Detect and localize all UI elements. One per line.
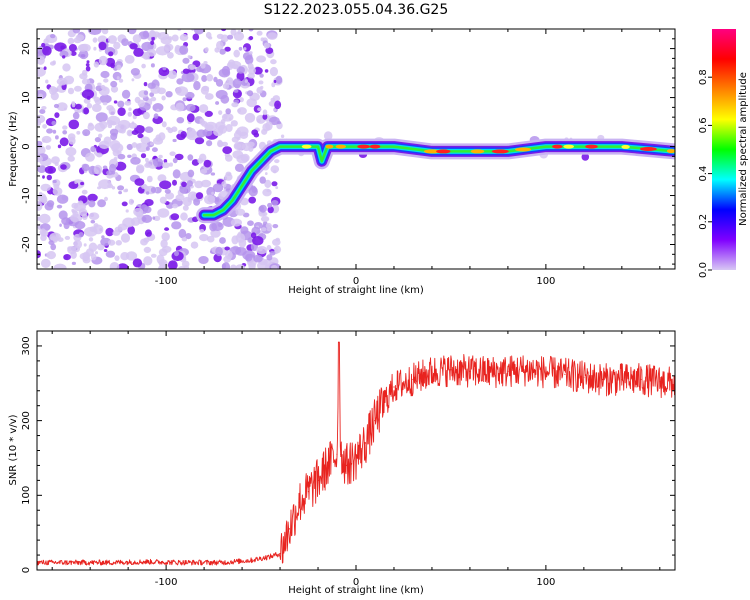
snr-point xyxy=(659,381,661,383)
snr-point xyxy=(488,371,490,373)
snr-point xyxy=(640,378,642,381)
snr-point xyxy=(270,556,272,558)
snr-point xyxy=(336,453,338,455)
snr-point xyxy=(545,371,547,373)
snr-point xyxy=(621,378,623,381)
snr-point xyxy=(298,502,300,504)
snr-point xyxy=(450,369,452,371)
snr-point xyxy=(393,386,395,388)
spectrogram-frame xyxy=(36,28,676,270)
snr-point xyxy=(564,373,566,375)
snr-y-tick-label: 100 xyxy=(21,486,32,505)
snr-point xyxy=(338,341,340,343)
spectrogram-y-tick-label: 0 xyxy=(21,143,32,149)
snr-point xyxy=(184,561,186,564)
spectrogram-x-tick-label: 100 xyxy=(536,276,555,287)
snr-point xyxy=(526,369,528,371)
snr-point xyxy=(326,464,329,466)
snr-y-tick-label: 200 xyxy=(21,411,32,430)
snr-frame xyxy=(36,330,676,571)
spectrogram-noise-blobs xyxy=(37,29,605,269)
snr-point xyxy=(307,491,310,493)
snr-line xyxy=(37,341,675,566)
snr-point xyxy=(317,479,319,481)
spectrogram-x-tick-label: 0 xyxy=(353,276,359,287)
snr-x-axis-label: Height of straight line (km) xyxy=(288,585,424,596)
colorbar-tick-label: 0.0 xyxy=(698,262,709,278)
spectrogram-ridge xyxy=(196,138,675,224)
spectrogram-y-tick-label: -20 xyxy=(21,236,32,252)
snr-series xyxy=(37,341,675,566)
snr-point xyxy=(340,453,342,455)
spectrogram-y-tick-label: 10 xyxy=(21,91,32,104)
snr-point xyxy=(602,378,604,381)
snr-panel: -100 0 100 0 100 200 300 Height of straight li… xyxy=(8,330,676,596)
colorbar: 0.0 0.2 0.4 0.6 0.8 Normalized spectral ampl… xyxy=(698,29,749,278)
snr-point xyxy=(383,401,386,403)
colorbar-tick-label: 0.8 xyxy=(698,69,709,85)
snr-point xyxy=(583,376,585,378)
snr-point xyxy=(108,561,110,564)
colorbar-ticks: 0.0 0.2 0.4 0.6 0.8 xyxy=(698,69,712,278)
colorbar-tick-label: 0.6 xyxy=(698,117,709,133)
snr-y-tick-label: 300 xyxy=(21,336,32,355)
snr-x-tick-label: -100 xyxy=(155,577,178,588)
colorbar-label: Normalized spectral amplitude xyxy=(738,72,749,226)
snr-point xyxy=(374,420,376,422)
snr-point xyxy=(70,561,72,564)
snr-x-tick-label: 0 xyxy=(353,577,359,588)
colorbar-gradient xyxy=(712,29,736,270)
snr-y-axis-label: SNR (10 * v/v) xyxy=(8,414,19,485)
snr-point xyxy=(279,553,281,555)
snr-point xyxy=(288,528,291,530)
spectrogram-x-tick-label: -100 xyxy=(155,276,178,287)
snr-point xyxy=(222,561,224,564)
colorbar-tick-label: 0.2 xyxy=(698,214,709,230)
snr-point xyxy=(364,442,367,444)
snr-point xyxy=(431,371,433,373)
spectrogram-y-tick-label: -10 xyxy=(21,187,32,203)
snr-point xyxy=(345,464,348,466)
snr-point xyxy=(412,378,414,381)
snr-y-tick-label: 0 xyxy=(21,567,32,573)
figure-title: S122.2023.055.04.36.G25 xyxy=(264,2,449,18)
spectrogram-x-axis-label: Height of straight line (km) xyxy=(288,285,424,296)
snr-point xyxy=(146,561,148,563)
snr-x-tick-label: 100 xyxy=(536,577,555,588)
spectrogram-y-tick-label: 20 xyxy=(21,42,32,55)
snr-point xyxy=(355,457,357,459)
spectrogram-y-axis-label: Frequency (Hz) xyxy=(8,111,19,187)
snr-point xyxy=(507,370,509,372)
snr-point xyxy=(469,370,471,372)
colorbar-tick-label: 0.4 xyxy=(698,166,709,182)
snr-point xyxy=(251,559,253,561)
